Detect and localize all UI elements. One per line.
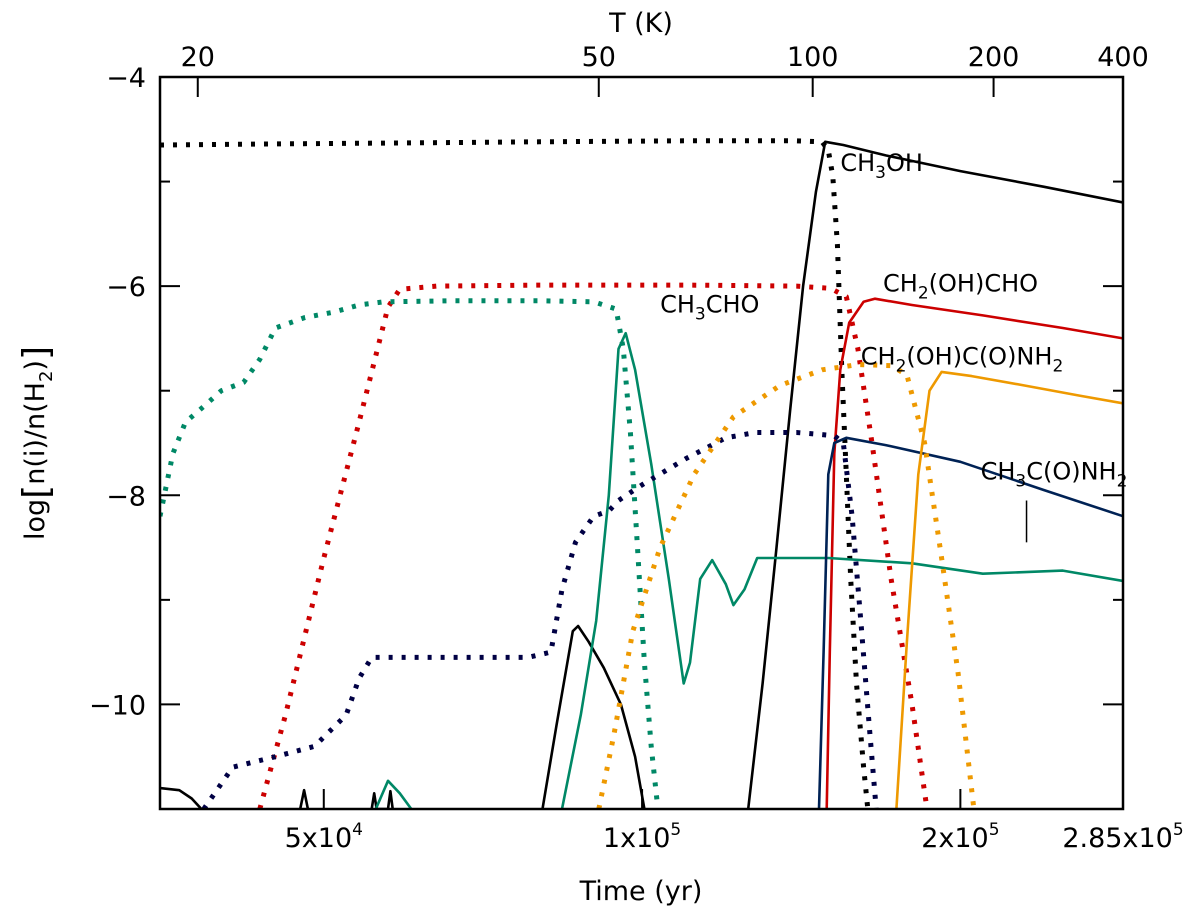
series-line-8 bbox=[160, 298, 661, 809]
y-tick-label-3: −10 bbox=[89, 690, 146, 721]
top-tick-label-2: 100 bbox=[787, 42, 839, 73]
series-line-10 bbox=[560, 331, 1123, 809]
top-tick-label-3: 200 bbox=[968, 42, 1020, 73]
species-label-1: CH2(OH)CHO bbox=[883, 269, 1038, 303]
series-layer bbox=[160, 138, 1123, 809]
series-line-11 bbox=[201, 430, 879, 809]
x-tick-label-1: 1x105 bbox=[603, 820, 681, 854]
series-line-2 bbox=[298, 788, 310, 809]
label-layer: CH3OH CH2(OH)CHO CH3CHO CH2(OH)C(O)NH2 CH3C(… bbox=[660, 149, 1128, 543]
top-axis-title: T (K) bbox=[608, 8, 673, 39]
plot-frame bbox=[158, 75, 1125, 811]
series-line-9 bbox=[374, 779, 413, 809]
species-label-4: CH3C(O)NH2 bbox=[981, 458, 1128, 492]
x-axis-title: Time (yr) bbox=[579, 876, 703, 907]
tick-layer: −4 −6 −8 −10 5x104 1x105 2x105 2.85x105 20 50 100 2… bbox=[89, 42, 1184, 854]
series-line-5 bbox=[746, 140, 1123, 809]
x-tick-label-0: 5x104 bbox=[285, 820, 363, 854]
y-tick-label-0: −4 bbox=[106, 63, 146, 94]
series-line-3 bbox=[370, 789, 394, 809]
series-line-1 bbox=[160, 786, 203, 809]
species-label-0: CH3OH bbox=[840, 149, 923, 183]
top-tick-label-1: 50 bbox=[582, 42, 616, 73]
species-label-2: CH3CHO bbox=[660, 290, 759, 324]
series-line-4 bbox=[541, 624, 646, 809]
top-tick-label-0: 20 bbox=[181, 42, 215, 73]
series-line-7 bbox=[825, 297, 1123, 809]
top-tick-label-4: 400 bbox=[1097, 42, 1149, 73]
series-line-14 bbox=[895, 370, 1123, 809]
y-tick-label-2: −8 bbox=[106, 481, 146, 512]
species-label-3: CH2(OH)C(O)NH2 bbox=[861, 343, 1064, 377]
x-tick-label-2: 2x105 bbox=[921, 820, 999, 854]
series-line-0 bbox=[160, 138, 871, 809]
series-line-6 bbox=[257, 282, 930, 809]
series-line-12 bbox=[817, 436, 1123, 809]
series-line-13 bbox=[596, 362, 977, 809]
y-axis-title: log[n(i)/n(H2)] bbox=[16, 346, 57, 540]
y-tick-label-1: −6 bbox=[106, 272, 146, 303]
x-tick-label-3: 2.85x105 bbox=[1062, 820, 1183, 854]
